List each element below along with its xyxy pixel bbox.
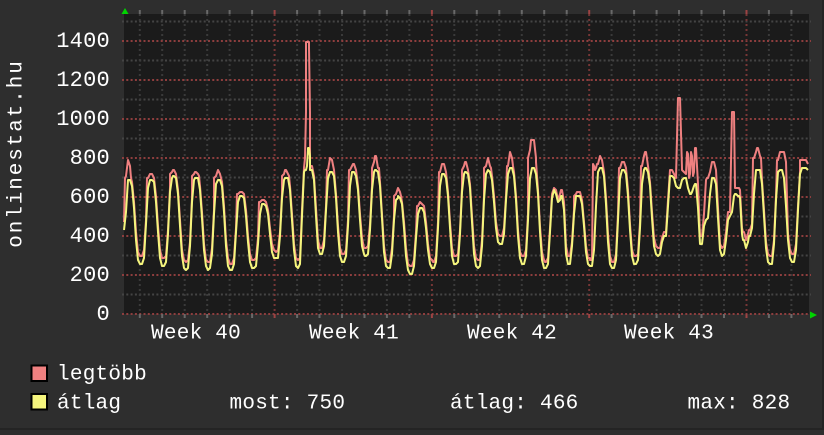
svg-text:átlag: 466: átlag: 466 [450, 393, 579, 416]
svg-text:most: 750: most: 750 [230, 393, 346, 416]
svg-text:1400: 1400 [56, 29, 110, 54]
svg-text:legtöbb: legtöbb [57, 364, 147, 387]
svg-text:600: 600 [70, 185, 110, 210]
svg-text:onlinestat.hu: onlinestat.hu [6, 59, 29, 248]
svg-text:Week 43: Week 43 [624, 323, 714, 346]
svg-text:200: 200 [70, 263, 110, 288]
svg-text:átlag: átlag [57, 393, 121, 416]
svg-text:1000: 1000 [56, 107, 110, 132]
svg-text:max: 828: max: 828 [688, 393, 791, 416]
svg-text:0: 0 [97, 302, 110, 327]
svg-text:800: 800 [70, 146, 110, 171]
svg-text:1200: 1200 [56, 68, 110, 93]
svg-text:400: 400 [70, 224, 110, 249]
svg-text:Week 40: Week 40 [151, 323, 241, 346]
svg-text:Week 42: Week 42 [467, 323, 557, 346]
svg-text:Week 41: Week 41 [309, 323, 399, 346]
